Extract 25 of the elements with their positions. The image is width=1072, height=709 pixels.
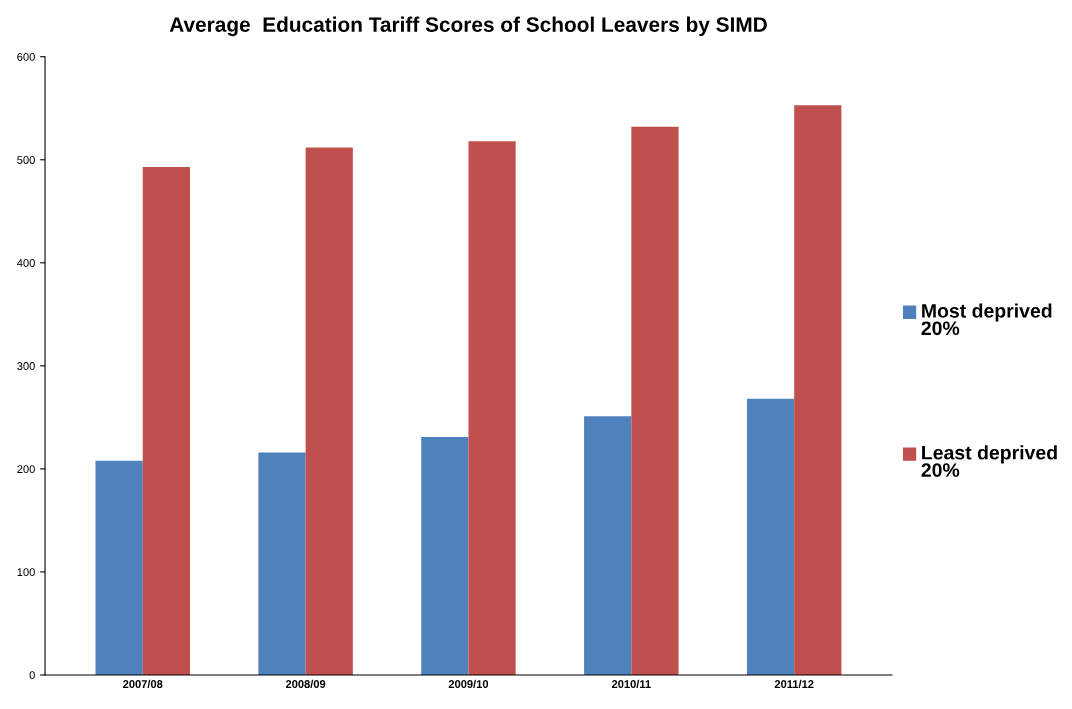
y-tick-label: 100 — [17, 568, 35, 577]
x-tick-label: 2011/12 — [774, 679, 814, 689]
y-tick-label: 500 — [17, 156, 35, 164]
y-tick-label: 400 — [17, 259, 35, 267]
bar — [468, 141, 516, 675]
x-tick-label: 2008/09 — [285, 679, 326, 689]
bar — [421, 436, 469, 675]
x-tick-label: 2007/08 — [123, 679, 163, 689]
bar — [584, 416, 632, 675]
bar — [142, 166, 190, 675]
chart-title: Average Education Tariff Scores of School Leavers by SIMD — [169, 16, 767, 37]
y-tick-label: 300 — [17, 362, 35, 370]
x-tick-label: 2010/11 — [611, 679, 651, 689]
bar — [631, 126, 679, 675]
legend-label: Least deprived 20% — [921, 445, 1057, 477]
bar — [305, 147, 353, 675]
bar — [95, 460, 143, 675]
y-tick-label: 600 — [17, 52, 35, 61]
bar — [746, 398, 795, 675]
bar — [258, 452, 306, 675]
x-tick-label: 2009/10 — [448, 679, 489, 689]
legend-label: Most deprived 20% — [921, 303, 1052, 336]
y-tick-label: 200 — [17, 465, 35, 474]
y-tick-label: 0 — [29, 671, 35, 680]
bar — [794, 105, 842, 675]
